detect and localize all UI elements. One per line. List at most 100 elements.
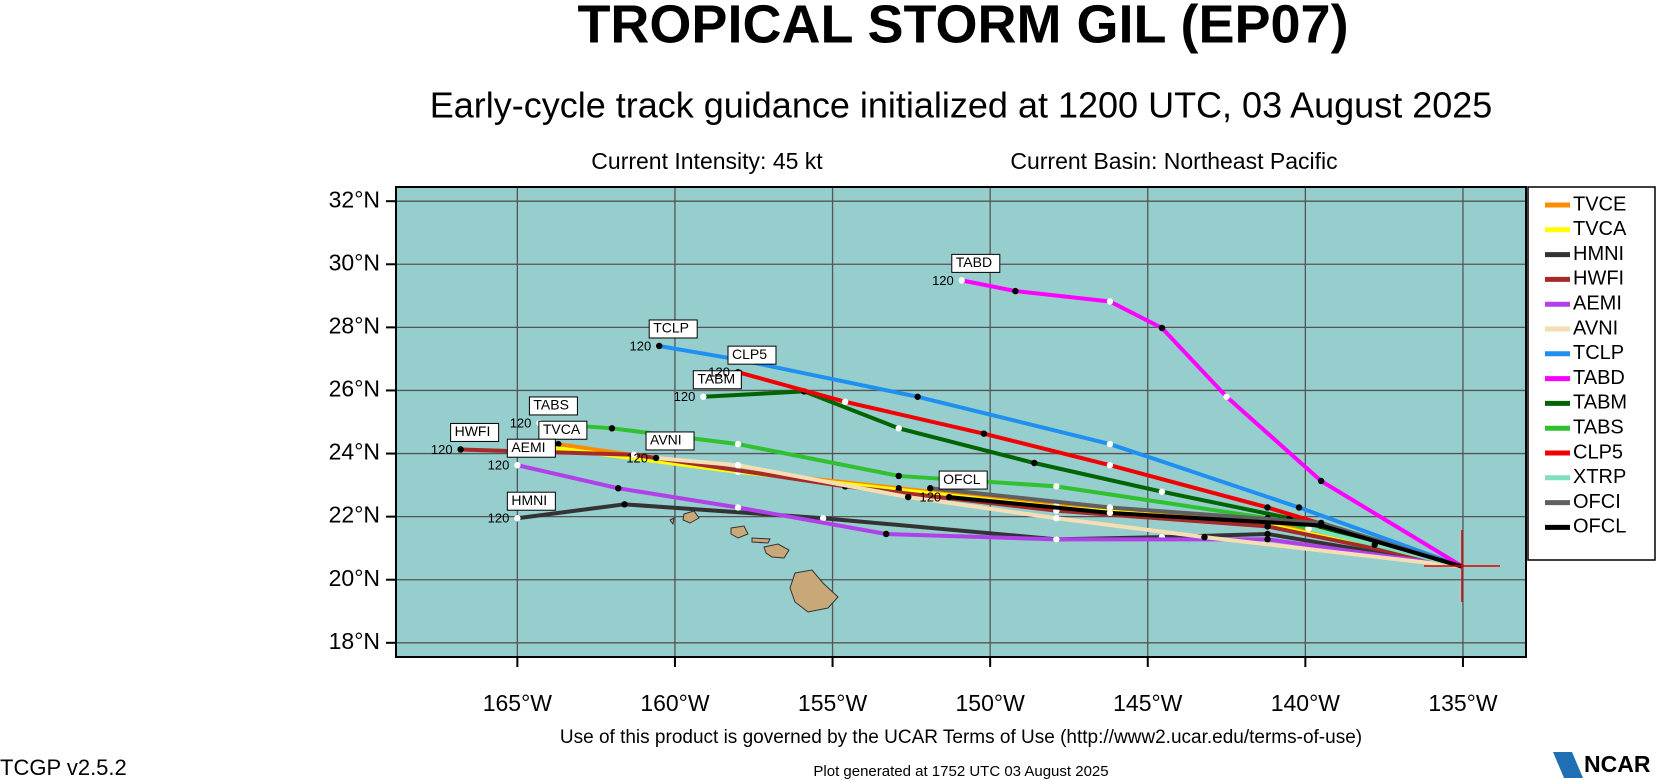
track-label: AEMI [511, 439, 545, 455]
track-point [457, 446, 464, 453]
legend-label: TVCE [1573, 193, 1626, 215]
track-label: TABS [533, 397, 569, 413]
track-point [1158, 488, 1166, 495]
legend-label: CLP5 [1573, 441, 1623, 463]
island-molokai [751, 537, 771, 544]
legend-label: TVCA [1573, 218, 1627, 240]
track-point [1053, 515, 1060, 522]
legend-label: HMNI [1573, 243, 1624, 265]
track-point [1295, 504, 1303, 511]
track-label-box [506, 438, 556, 458]
track-point [895, 425, 902, 432]
version: TCGP v2.5.2 [0, 755, 127, 780]
legend-label: TABM [1573, 392, 1627, 414]
basin: Current Basin: Northeast Pacific [1010, 148, 1337, 174]
track-point [841, 398, 849, 406]
track-label: TVCA [543, 421, 581, 437]
track-point [621, 501, 628, 508]
track-point [958, 277, 965, 284]
track-labels: TVCA120HMNI120HWFI120AEMI120AVNI120TCLP1… [431, 253, 1001, 526]
y-tick-label: 22°N [329, 502, 380, 528]
track-point [630, 451, 638, 459]
x-tick-label: 145°W [1113, 690, 1183, 716]
track-label-box [648, 319, 698, 339]
track-point [555, 440, 562, 448]
track-line [948, 495, 1464, 569]
track-label: HMNI [511, 492, 547, 508]
island-hawaii [789, 569, 839, 613]
track-label-box [506, 491, 556, 511]
track-label: AVNI [650, 432, 682, 448]
legend-label: AVNI [1573, 317, 1618, 339]
track-point [615, 485, 622, 492]
track-label-box [538, 420, 588, 440]
track-point [1317, 522, 1325, 529]
track-point [1317, 477, 1325, 485]
track-point [1106, 298, 1114, 305]
track-point [1223, 393, 1230, 400]
track-label-box [951, 253, 1001, 273]
track-label: HWFI [455, 423, 491, 439]
generated: Plot generated at 1752 UTC 03 August 202… [813, 763, 1108, 780]
legend-label: HWFI [1573, 268, 1624, 290]
track-point [734, 440, 742, 448]
track-label: OFCL [943, 471, 981, 487]
y-tick-label: 20°N [329, 565, 380, 591]
islands [669, 510, 839, 613]
legend [1527, 186, 1656, 561]
track-point [734, 462, 742, 469]
x-tick-label: 155°W [798, 690, 868, 716]
legend-label: TABS [1573, 416, 1624, 438]
track-point [1158, 324, 1166, 332]
hour-label: 120 [932, 273, 954, 288]
hour-label: 120 [431, 442, 453, 457]
legend-label: OFCL [1573, 516, 1626, 538]
track-point [1264, 523, 1271, 530]
track-point [652, 454, 660, 462]
track-point [1264, 536, 1271, 543]
chart-title: TROPICAL STORM GIL (EP07) [577, 0, 1348, 54]
footer: Use of this product is governed by the U… [560, 727, 1362, 748]
legend-label: TABD [1573, 367, 1625, 389]
track-label-box [450, 422, 500, 442]
y-tick-label: 24°N [329, 439, 380, 465]
hour-label: 120 [708, 365, 730, 380]
track-point [1031, 459, 1038, 467]
track-point [819, 515, 827, 522]
track-point [1264, 504, 1271, 511]
track-point [1106, 462, 1114, 469]
legend-label: XTRP [1573, 466, 1626, 488]
track-point [945, 493, 953, 501]
track-label-box [938, 470, 988, 490]
track-label: TABM [697, 370, 735, 386]
track-point [514, 462, 521, 469]
track-line [737, 370, 1464, 569]
hour-label: 120 [674, 389, 696, 404]
legend-label: OFCI [1573, 491, 1621, 513]
island-maui [763, 543, 790, 559]
intensity: Current Intensity: 45 kt [591, 148, 823, 174]
track-label-box [692, 370, 742, 390]
track-label: TABD [956, 254, 992, 270]
tracks [457, 277, 1464, 569]
island-oahu [730, 525, 749, 539]
x-tick-label: 135°W [1428, 690, 1498, 716]
track-label-box [528, 396, 578, 416]
y-tick-label: 28°N [329, 312, 380, 338]
track-point [927, 485, 934, 492]
legend-label: AEMI [1573, 292, 1622, 314]
track-label: CLP5 [732, 346, 767, 362]
x-tick-label: 160°W [640, 690, 710, 716]
plot-frame [395, 186, 1527, 658]
track-point [1201, 533, 1208, 541]
hour-label: 120 [626, 450, 648, 465]
hour-label: 120 [488, 511, 510, 526]
logo-mark [1553, 752, 1583, 778]
x-tick-label: 150°W [956, 690, 1026, 716]
track-label: TCLP [653, 320, 689, 336]
track-point [980, 430, 988, 437]
track-point [914, 393, 921, 400]
track-label-box [645, 431, 695, 451]
